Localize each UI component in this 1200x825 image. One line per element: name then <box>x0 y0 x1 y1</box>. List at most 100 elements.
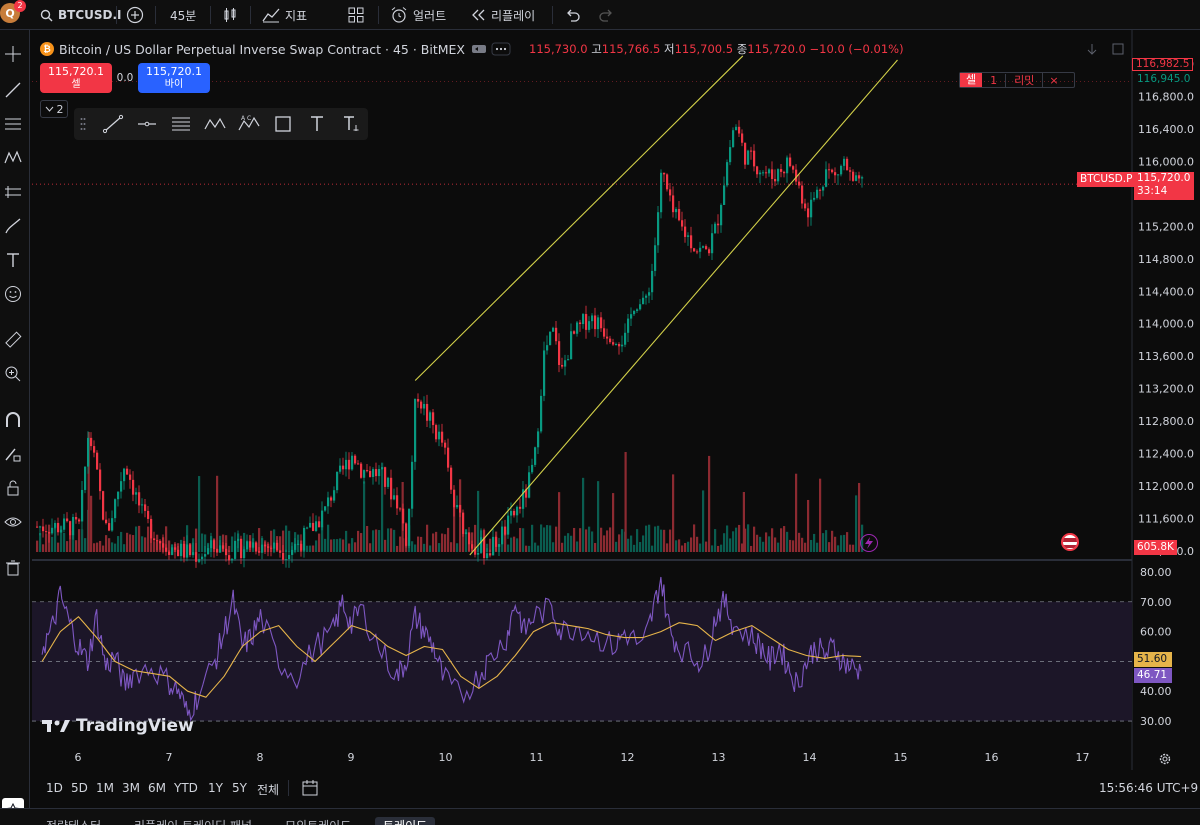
limit-order-label[interactable]: 셀 1 리밋 × <box>959 72 1075 88</box>
tab-strategy-tester[interactable]: 전략테스터 <box>46 817 101 825</box>
rectangle-tool[interactable] <box>270 112 296 136</box>
delete-tool[interactable] <box>0 556 26 580</box>
tab-trade[interactable]: 트레이드 <box>375 817 436 825</box>
price-chart[interactable]: 117,200.0116,800.0116,400.0116,000.0115,… <box>32 30 1200 770</box>
alerts-button[interactable]: 얼러트 <box>390 4 446 26</box>
magnet-tool[interactable] <box>0 408 26 432</box>
settings-gear-icon[interactable] <box>1158 751 1172 770</box>
brush-tool[interactable] <box>0 214 26 238</box>
flag-icon[interactable] <box>471 42 487 56</box>
range-1m[interactable]: 1M <box>96 781 114 795</box>
fib-tool[interactable] <box>0 112 26 136</box>
range-ytd[interactable]: YTD <box>174 781 198 795</box>
price-tick-label: 116,400.0 <box>1138 123 1194 136</box>
fullscreen-icon[interactable] <box>1111 41 1125 60</box>
crosshair-tool[interactable] <box>0 42 26 66</box>
line-tool[interactable] <box>100 112 126 136</box>
visibility-tool[interactable] <box>0 510 26 534</box>
price-tick-label: 113,200.0 <box>1138 383 1194 396</box>
volume-bar <box>432 533 435 552</box>
horizontal-ray-tool[interactable] <box>134 112 160 136</box>
volume-bar <box>648 524 651 552</box>
buy-button[interactable]: 115,720.1 바이 <box>138 63 210 93</box>
sell-button[interactable]: 115,720.1 셀 <box>40 63 112 93</box>
candle-body <box>468 532 471 545</box>
undo-button[interactable] <box>565 4 586 26</box>
candle-body <box>654 245 657 271</box>
range-1y[interactable]: 1Y <box>208 781 223 795</box>
order-close-button[interactable]: × <box>1049 73 1059 87</box>
replay-button[interactable]: 리플레이 <box>470 4 535 26</box>
candle-body <box>63 518 66 530</box>
range-all[interactable]: 전체 <box>257 783 280 797</box>
volume-bar <box>594 543 597 552</box>
us-flag-icon[interactable] <box>1061 533 1079 551</box>
candle-body <box>582 314 585 325</box>
lightning-icon[interactable] <box>860 534 878 552</box>
text-label-tool[interactable] <box>304 112 330 136</box>
tab-replay-panel[interactable]: 리플레이 트레이딩 패널 <box>134 817 252 825</box>
indicators-button[interactable]: 지표 <box>262 4 307 26</box>
symbol-price-tag: BTCUSD.P <box>1077 172 1136 187</box>
pattern-tool[interactable] <box>0 146 26 170</box>
volume-bar <box>642 535 645 552</box>
emoji-tool[interactable] <box>0 282 26 306</box>
indicator-collapse-button[interactable]: 2 <box>40 100 68 118</box>
time-axis: 6 7 8 9 10 11 12 13 14 15 16 17 <box>75 751 1090 764</box>
redo-button[interactable] <box>598 4 619 26</box>
volume-bar <box>519 527 522 552</box>
lock-tool[interactable] <box>0 476 26 500</box>
candle-body <box>687 235 690 237</box>
measure-tool[interactable] <box>0 328 26 352</box>
volume-tag: 605.8K <box>1134 540 1177 555</box>
range-3m[interactable]: 3M <box>122 781 140 795</box>
scroll-down-icon[interactable] <box>1085 41 1099 60</box>
candle-body <box>714 223 717 234</box>
tab-paper-trading[interactable]: 모의트레이드 <box>285 817 351 825</box>
volume-bar <box>444 534 447 552</box>
forecast-tool[interactable] <box>0 180 26 204</box>
anchored-text-tool[interactable] <box>338 112 364 136</box>
change-value: −10.0 (−0.01%) <box>809 42 904 56</box>
user-avatar[interactable]: Q 2 <box>0 0 26 24</box>
more-icon[interactable] <box>491 42 511 56</box>
clock-timezone[interactable]: 15:56:46 UTC+9 <box>1099 781 1199 795</box>
volume-bar <box>555 526 558 552</box>
candle-body <box>450 467 453 490</box>
xabcd-tool[interactable] <box>202 112 228 136</box>
candle-body <box>360 463 363 478</box>
range-1d[interactable]: 1D <box>46 781 63 795</box>
candle-body <box>111 518 114 531</box>
interval-button[interactable]: 45분 <box>170 8 197 23</box>
drag-handle[interactable] <box>74 112 92 136</box>
range-6m[interactable]: 6M <box>148 781 166 795</box>
volume-bar <box>420 536 423 552</box>
candle-body <box>423 403 426 409</box>
range-5d[interactable]: 5D <box>71 781 88 795</box>
candle-body <box>249 541 252 548</box>
candle-body <box>750 150 753 152</box>
volume-bars <box>36 432 864 552</box>
date-range-button[interactable] <box>301 779 319 801</box>
layout-button[interactable] <box>348 4 369 26</box>
redo-icon <box>599 9 612 22</box>
elliott-wave-tool[interactable]: A C <box>236 112 262 136</box>
trend-line-tool[interactable] <box>0 78 26 102</box>
volume-bar <box>582 477 585 552</box>
zoom-tool[interactable] <box>0 362 26 386</box>
candle-body <box>90 437 93 447</box>
chart-type-button[interactable] <box>222 4 243 26</box>
candle-body <box>60 529 63 533</box>
symbol-search-button[interactable]: BTCUSD.I <box>40 4 122 26</box>
range-5y[interactable]: 5Y <box>232 781 247 795</box>
volume-spike <box>624 452 627 552</box>
rsi-ma-tag: 51.60 <box>1134 652 1172 667</box>
parallel-channel-tool[interactable] <box>168 112 194 136</box>
candle-body <box>696 251 699 253</box>
volume-bar <box>744 528 747 552</box>
text-tool[interactable] <box>0 248 26 272</box>
magnet-icon <box>6 412 20 427</box>
compare-button[interactable] <box>126 4 149 26</box>
candle-body <box>507 515 510 535</box>
lock-draw-tool[interactable] <box>0 442 26 466</box>
